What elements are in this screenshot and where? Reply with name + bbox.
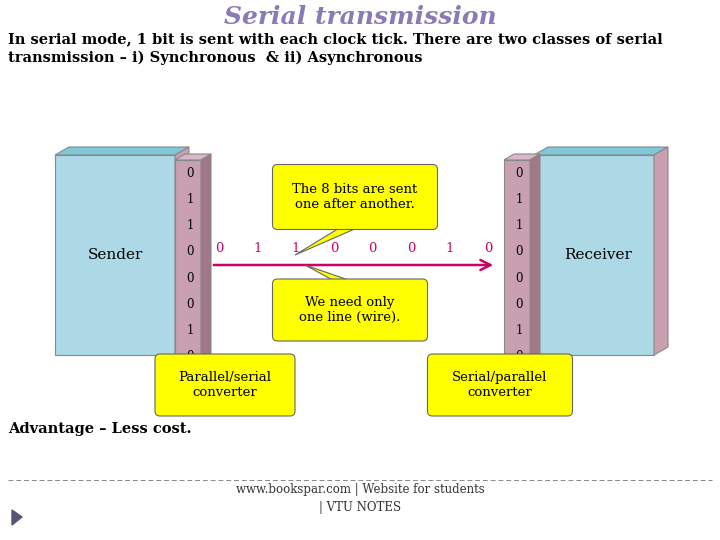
Text: 0: 0 <box>186 298 194 311</box>
Text: 0: 0 <box>516 245 523 258</box>
Text: 1: 1 <box>516 193 523 206</box>
Text: 0: 0 <box>369 242 377 255</box>
FancyBboxPatch shape <box>272 279 428 341</box>
Text: 0: 0 <box>215 242 223 255</box>
FancyBboxPatch shape <box>428 354 572 416</box>
FancyBboxPatch shape <box>272 165 438 230</box>
Text: 1: 1 <box>292 242 300 255</box>
Polygon shape <box>12 510 22 525</box>
Polygon shape <box>504 160 530 370</box>
Text: 1: 1 <box>516 324 523 337</box>
Text: Serial/parallel
converter: Serial/parallel converter <box>452 371 548 399</box>
Text: 0: 0 <box>186 167 194 180</box>
Text: 1: 1 <box>446 242 454 255</box>
Polygon shape <box>534 155 654 355</box>
FancyBboxPatch shape <box>155 354 295 416</box>
Polygon shape <box>490 359 510 365</box>
Text: 0: 0 <box>407 242 415 255</box>
Polygon shape <box>201 154 211 370</box>
Text: 0: 0 <box>186 350 194 363</box>
Polygon shape <box>55 147 189 155</box>
Polygon shape <box>534 147 668 155</box>
Text: 0: 0 <box>516 350 523 363</box>
Text: 0: 0 <box>516 167 523 180</box>
Text: 1: 1 <box>516 219 523 232</box>
Polygon shape <box>175 160 201 370</box>
Polygon shape <box>55 155 175 355</box>
Text: 0: 0 <box>186 245 194 258</box>
Text: We need only
one line (wire).: We need only one line (wire). <box>300 296 401 324</box>
Text: www.bookspar.com | Website for students
| VTU NOTES: www.bookspar.com | Website for students … <box>235 483 485 514</box>
Text: Sender: Sender <box>87 248 143 262</box>
Polygon shape <box>175 147 189 355</box>
Polygon shape <box>295 225 365 255</box>
Polygon shape <box>175 154 211 160</box>
Text: 1: 1 <box>186 219 194 232</box>
Text: In serial mode, 1 bit is sent with each clock tick. There are two classes of ser: In serial mode, 1 bit is sent with each … <box>8 32 662 65</box>
Text: 1: 1 <box>186 193 194 206</box>
Text: 1: 1 <box>186 324 194 337</box>
Text: 0: 0 <box>516 298 523 311</box>
Polygon shape <box>504 154 540 160</box>
Text: The 8 bits are sent
one after another.: The 8 bits are sent one after another. <box>292 183 418 211</box>
Polygon shape <box>654 147 668 355</box>
Polygon shape <box>305 265 360 284</box>
Text: Parallel/serial
converter: Parallel/serial converter <box>179 371 271 399</box>
Text: Advantage – Less cost.: Advantage – Less cost. <box>8 422 192 436</box>
Text: 0: 0 <box>516 272 523 285</box>
Text: 0: 0 <box>186 272 194 285</box>
Text: 0: 0 <box>330 242 338 255</box>
Text: Receiver: Receiver <box>564 248 632 262</box>
Text: 1: 1 <box>253 242 261 255</box>
Text: Serial transmission: Serial transmission <box>224 5 496 29</box>
Polygon shape <box>210 359 235 365</box>
Polygon shape <box>530 154 540 370</box>
Text: 0: 0 <box>484 242 492 255</box>
